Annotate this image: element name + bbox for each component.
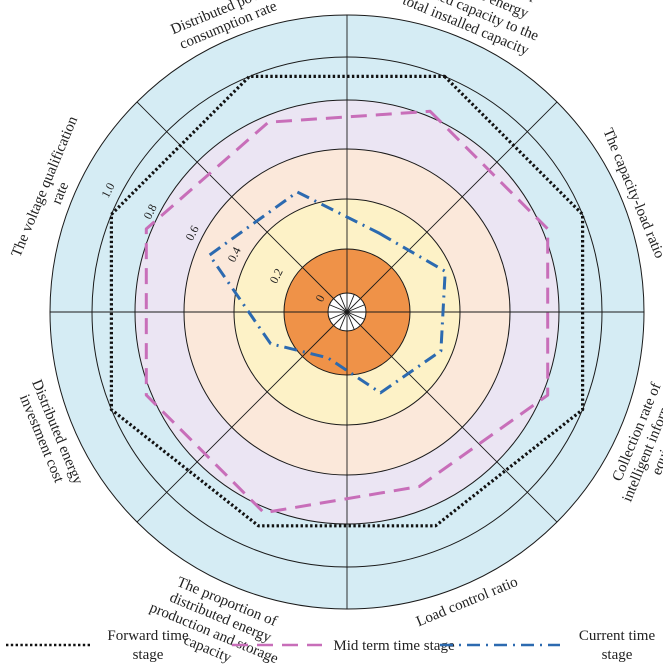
- hole-divider: [329, 304, 348, 313]
- hole-divider: [346, 304, 365, 313]
- radial-tick-label: 0.6: [182, 223, 201, 243]
- radial-tick-label: 0: [312, 292, 327, 304]
- series-mid-term-time-stage-line: [144, 109, 550, 515]
- legend-label: Mid term time stage: [333, 638, 455, 654]
- hole-divider: [346, 311, 355, 330]
- spoke: [136, 311, 348, 523]
- legend-label: Forward time: [107, 628, 189, 644]
- spoke: [136, 101, 348, 313]
- legend-label: Current time: [579, 628, 656, 644]
- radial-tick-label: 0.4: [225, 245, 244, 265]
- radial-tick-label: 0.2: [267, 266, 286, 286]
- spoke: [346, 311, 558, 523]
- radial-tick-label: 1.0: [98, 180, 117, 200]
- legend: Forward time stage Mid term time stage Curr…: [6, 628, 655, 663]
- series-layer: [109, 74, 585, 528]
- hole-divider: [329, 311, 348, 320]
- radial-tick-labels: 0 0.2 0.4 0.6 0.8 1.0: [98, 180, 327, 304]
- hole-divider: [346, 294, 355, 313]
- hole-divider: [339, 294, 348, 313]
- hole-divider: [339, 311, 348, 330]
- series-forward-time-stage-line: [109, 74, 585, 528]
- spokes: [50, 15, 644, 609]
- legend-label: stage: [133, 647, 164, 663]
- spoke: [346, 101, 558, 313]
- legend-label: stage: [602, 647, 633, 663]
- radial-tick-label: 0.8: [140, 202, 159, 222]
- hole-divider: [346, 311, 365, 320]
